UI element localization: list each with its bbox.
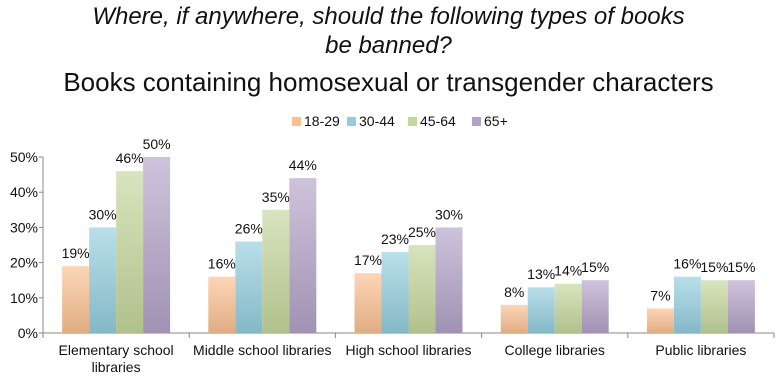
bar-18-29 [208, 276, 236, 333]
chart-title-line-2: be banned? [325, 32, 452, 59]
chart-subtitle: Books containing homosexual or transgend… [63, 67, 714, 97]
data-label: 8% [504, 284, 524, 300]
bar-45-64 [554, 283, 582, 333]
data-label: 15% [700, 259, 728, 275]
bar-65+ [289, 178, 317, 333]
data-label: 25% [408, 224, 436, 240]
bar-18-29 [354, 273, 382, 333]
x-tick-label: College libraries [505, 342, 605, 358]
data-label: 13% [527, 266, 555, 282]
data-label: 26% [235, 220, 263, 236]
legend-label-18-29: 18-29 [304, 113, 340, 129]
bar-18-29 [646, 308, 674, 333]
bar-45-64 [262, 209, 290, 333]
legend-swatch-65+ [472, 117, 481, 126]
data-label: 30% [89, 206, 117, 222]
y-tick-label: 40% [10, 184, 38, 200]
data-label: 17% [354, 252, 382, 268]
y-tick-label: 50% [10, 149, 38, 165]
bar-30-44 [381, 252, 409, 333]
legend-swatch-30-44 [347, 117, 356, 126]
data-label: 23% [381, 231, 409, 247]
bar-45-64 [700, 280, 728, 333]
x-tick-label: libraries [92, 359, 141, 375]
x-tick-label: Elementary school [59, 342, 174, 358]
data-label: 16% [673, 256, 701, 272]
legend-label-45-64: 45-64 [420, 113, 456, 129]
data-label: 16% [208, 256, 236, 272]
bar-18-29 [500, 304, 528, 333]
bar-65+ [581, 280, 609, 333]
data-label: 50% [143, 136, 171, 152]
data-label: 46% [116, 150, 144, 166]
x-tick-label: Public libraries [655, 342, 746, 358]
bar-45-64 [116, 171, 144, 333]
legend-swatch-45-64 [408, 117, 417, 126]
y-tick-label: 30% [10, 219, 38, 235]
data-label: 35% [262, 189, 290, 205]
bar-30-44 [673, 276, 701, 333]
bar-65+ [435, 227, 463, 333]
bar-30-44 [527, 287, 555, 333]
x-tick-label: High school libraries [345, 342, 471, 358]
data-label: 7% [650, 287, 670, 303]
legend-label-30-44: 30-44 [359, 113, 395, 129]
data-label: 44% [289, 157, 317, 173]
chart-title-line-1: Where, if anywhere, should the following… [92, 3, 685, 30]
bar-45-64 [408, 245, 436, 333]
y-tick-label: 0% [18, 325, 38, 341]
data-label: 19% [62, 245, 90, 261]
data-label: 30% [435, 206, 463, 222]
y-tick-label: 10% [10, 290, 38, 306]
x-tick-label: Middle school libraries [193, 342, 332, 358]
data-label: 14% [554, 263, 582, 279]
legend-label-65+: 65+ [484, 113, 508, 129]
bar-30-44 [89, 227, 117, 333]
bar-18-29 [62, 266, 90, 333]
bar-65+ [727, 280, 755, 333]
bar-30-44 [235, 241, 263, 333]
legend-swatch-18-29 [292, 117, 301, 126]
bar-65+ [143, 157, 171, 333]
y-tick-label: 20% [10, 255, 38, 271]
data-label: 15% [581, 259, 609, 275]
data-label: 15% [727, 259, 755, 275]
